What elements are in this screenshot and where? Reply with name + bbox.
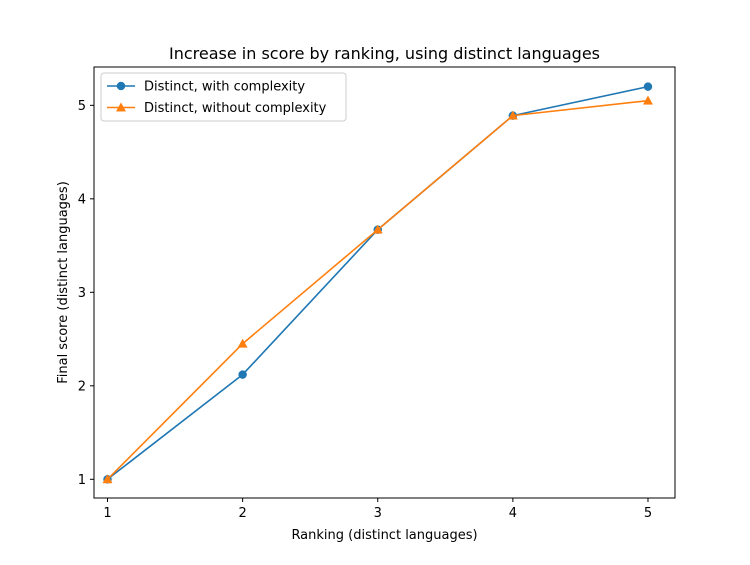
y-tick-label: 3: [78, 286, 86, 301]
legend-item: Distinct, without complexity: [107, 101, 327, 116]
y-axis-ticks: 1 2 3 4 5: [78, 99, 94, 488]
data-point: [238, 370, 247, 379]
x-tick-label: 3: [374, 506, 382, 521]
x-tick-label: 4: [509, 506, 517, 521]
x-axis-ticks: 1 2 3 4 5: [103, 498, 652, 521]
series-layer: [102, 82, 654, 484]
x-tick-label: 2: [238, 506, 246, 521]
y-tick-label: 1: [78, 473, 86, 488]
legend: Distinct, with complexity Distinct, witho…: [100, 72, 347, 122]
data-point: [507, 110, 518, 120]
chart-title: Increase in score by ranking, using dist…: [169, 44, 600, 63]
data-point: [642, 95, 654, 105]
y-axis-label: Final score (distinct languages): [56, 181, 71, 384]
y-tick-label: 5: [78, 99, 86, 114]
legend-label: Distinct, with complexity: [144, 80, 305, 95]
series-2: [102, 95, 654, 484]
plot-area: [94, 67, 675, 498]
y-tick-label: 2: [78, 379, 86, 394]
data-point: [102, 474, 113, 484]
legend-marker: [115, 102, 127, 112]
legend-item: Distinct, with complexity: [107, 80, 305, 95]
data-point: [237, 338, 248, 348]
legend-marker: [116, 81, 126, 91]
legend-label: Distinct, without complexity: [144, 101, 327, 116]
x-tick-label: 5: [644, 506, 652, 521]
y-tick-label: 4: [78, 192, 86, 207]
x-tick-label: 1: [103, 506, 111, 521]
plot-frame: [93, 66, 676, 499]
data-point: [372, 224, 383, 234]
x-axis-label: Ranking (distinct languages): [291, 528, 477, 543]
legend-box: [100, 72, 347, 122]
data-point: [643, 82, 653, 91]
